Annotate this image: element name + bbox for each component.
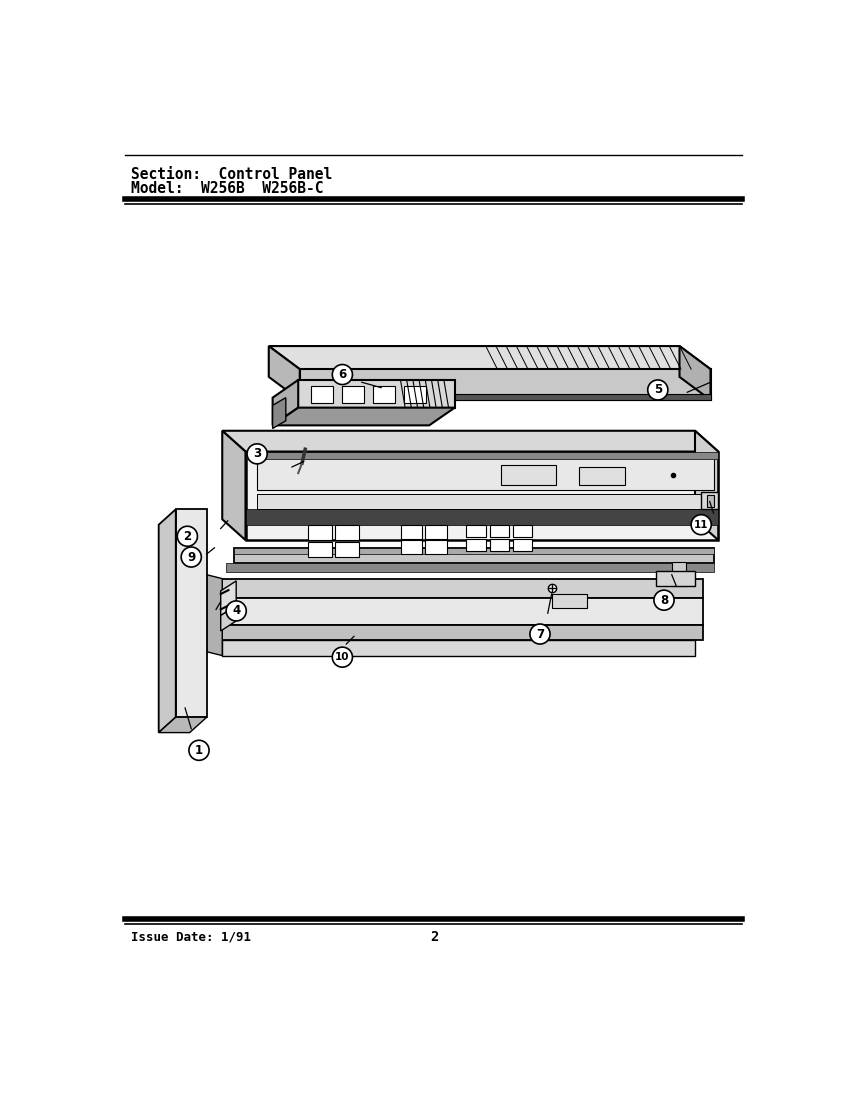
Polygon shape [400, 540, 422, 554]
Polygon shape [672, 562, 686, 586]
Circle shape [332, 364, 353, 385]
Polygon shape [234, 548, 714, 563]
Circle shape [226, 601, 246, 620]
Polygon shape [159, 717, 207, 733]
Text: 3: 3 [253, 448, 261, 461]
Text: 5: 5 [654, 384, 662, 396]
Polygon shape [257, 494, 711, 509]
Polygon shape [246, 451, 718, 540]
Polygon shape [234, 548, 714, 554]
Circle shape [530, 624, 550, 644]
Text: Section:  Control Panel: Section: Control Panel [131, 166, 332, 182]
Polygon shape [373, 386, 395, 403]
Text: 7: 7 [536, 627, 544, 640]
Polygon shape [466, 539, 486, 551]
Circle shape [189, 740, 209, 760]
Polygon shape [246, 451, 718, 460]
Polygon shape [489, 525, 509, 537]
Text: 4: 4 [232, 604, 240, 617]
Polygon shape [207, 574, 222, 656]
Polygon shape [552, 594, 587, 608]
Circle shape [181, 547, 201, 568]
Polygon shape [176, 509, 207, 717]
Polygon shape [269, 346, 299, 400]
Polygon shape [222, 431, 718, 451]
Polygon shape [220, 581, 237, 616]
Polygon shape [501, 464, 555, 485]
Polygon shape [269, 346, 711, 370]
Polygon shape [513, 525, 533, 537]
Polygon shape [299, 394, 711, 400]
Polygon shape [299, 370, 711, 400]
Circle shape [332, 647, 353, 667]
Polygon shape [513, 539, 533, 551]
Polygon shape [222, 640, 695, 656]
Circle shape [177, 526, 198, 547]
Text: Model:  W256B  W256B-C: Model: W256B W256B-C [131, 180, 323, 196]
Polygon shape [706, 495, 714, 507]
Polygon shape [578, 466, 625, 485]
Polygon shape [426, 525, 447, 539]
Text: 10: 10 [335, 652, 349, 662]
Polygon shape [226, 563, 714, 572]
Polygon shape [222, 625, 703, 640]
Polygon shape [222, 431, 246, 540]
Polygon shape [343, 386, 364, 403]
Polygon shape [272, 408, 455, 426]
Polygon shape [222, 579, 703, 598]
Circle shape [691, 515, 711, 535]
Polygon shape [656, 571, 695, 586]
Polygon shape [257, 456, 714, 491]
Polygon shape [308, 541, 332, 557]
Circle shape [648, 379, 668, 400]
Text: Issue Date: 1/91: Issue Date: 1/91 [131, 931, 251, 944]
Polygon shape [701, 493, 718, 509]
Polygon shape [426, 540, 447, 554]
Text: 2: 2 [431, 931, 438, 945]
Polygon shape [308, 525, 332, 540]
Polygon shape [272, 379, 298, 426]
Polygon shape [311, 386, 333, 403]
Text: 8: 8 [660, 594, 668, 607]
Polygon shape [695, 431, 718, 540]
Polygon shape [335, 541, 360, 557]
Polygon shape [466, 525, 486, 537]
Polygon shape [220, 605, 237, 631]
Polygon shape [272, 397, 286, 428]
Text: 1: 1 [195, 744, 203, 757]
Polygon shape [679, 346, 711, 400]
Circle shape [247, 443, 267, 464]
Polygon shape [335, 525, 360, 540]
Polygon shape [298, 379, 455, 408]
Circle shape [654, 590, 674, 610]
Text: 6: 6 [338, 368, 347, 381]
Polygon shape [489, 539, 509, 551]
Polygon shape [400, 525, 422, 539]
Polygon shape [159, 509, 176, 733]
Polygon shape [404, 386, 426, 403]
Text: 11: 11 [694, 519, 708, 530]
Polygon shape [222, 598, 703, 625]
Text: 9: 9 [187, 550, 195, 563]
Text: 2: 2 [183, 530, 192, 542]
Polygon shape [246, 509, 718, 525]
